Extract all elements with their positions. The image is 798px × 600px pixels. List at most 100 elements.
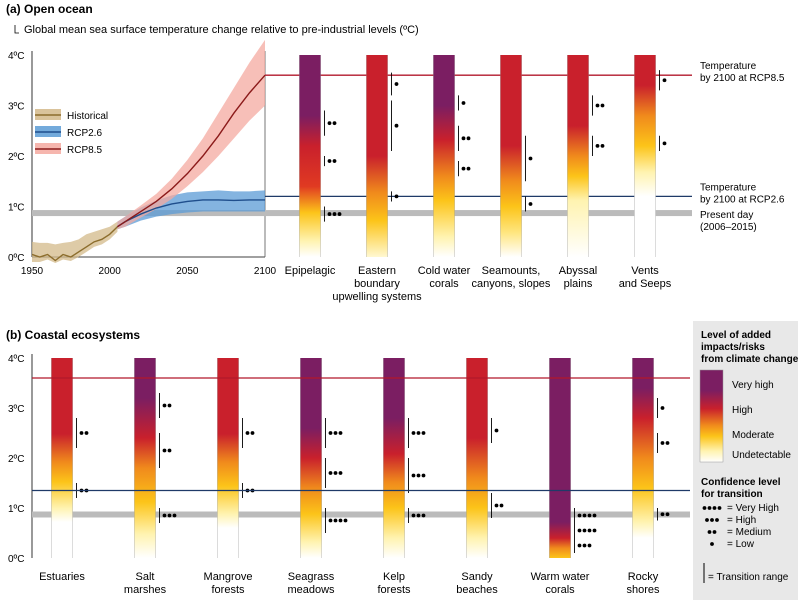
- line-rcp8-5: [117, 74, 266, 228]
- confidence-dot: [600, 144, 605, 148]
- confidence-dot: [665, 512, 670, 517]
- legend-impact-title-2: impacts/risks: [701, 342, 765, 353]
- confidence-dot: [337, 212, 342, 216]
- confidence-dot: [665, 441, 670, 445]
- legend-confidence-label: = Medium: [727, 527, 771, 538]
- confidence-dot: [660, 406, 665, 410]
- confidence-dot: [416, 431, 421, 435]
- risk-bar-vents-and-seeps: [634, 55, 656, 257]
- ecosystem-label-vents-and-seeps: Vents: [631, 265, 659, 277]
- ecosystem-label-sandy-beaches: Sandy: [461, 571, 493, 583]
- confidence-dot: [411, 431, 416, 435]
- risk-bar-mangrove-forests: [217, 358, 239, 558]
- ecosystem-label-seamounts-canyons-slopes: canyons, slopes: [472, 278, 551, 290]
- confidence-dot: [595, 144, 600, 148]
- legend-transition-range-label: = Transition range: [708, 572, 789, 583]
- confidence-dot: [595, 103, 600, 108]
- panel-open-ocean: 0ºC 1ºC 2ºC 3ºC 4ºC 1950 2000 2050 2100 Temperatu…: [8, 39, 785, 303]
- ecosystem-label-salt-marshes: marshes: [124, 584, 167, 596]
- confidence-dot: [499, 503, 504, 508]
- y-tick-label: 1ºC: [8, 504, 24, 515]
- risk-bar-warm-water-corals: [549, 358, 571, 558]
- ecosystem-label-abyssal-plains: plains: [564, 278, 593, 290]
- confidence-dot: [660, 512, 665, 517]
- confidence-dot: [421, 431, 426, 435]
- legend-confidence-dot: [707, 530, 712, 534]
- risk-bar-cold-water-corals: [433, 55, 455, 257]
- legend-confidence-dot: [707, 506, 712, 510]
- confidence-dot: [494, 503, 499, 508]
- y-tick-label: 4ºC: [8, 354, 24, 365]
- legend-label-rcp8-5: RCP8.5: [67, 145, 102, 156]
- legend-confidence-label: = Very High: [727, 503, 779, 514]
- x-tick-label: 2100: [254, 266, 277, 277]
- band-historical: [32, 221, 118, 264]
- confidence-dot: [250, 431, 255, 435]
- confidence-dot: [600, 103, 605, 108]
- legend-confidence-dot: [712, 506, 717, 510]
- ref-label-present-day: (2006–2015): [700, 222, 757, 233]
- legend-confidence-dot: [710, 542, 714, 546]
- legend-confidence-dot: [712, 530, 717, 534]
- confidence-dot: [411, 473, 416, 478]
- y-tick-label: 1ºC: [8, 203, 24, 214]
- legend-confidence-label: = Low: [727, 539, 755, 550]
- legend-level-high: High: [732, 405, 753, 416]
- y-tick-label: 3ºC: [8, 404, 24, 415]
- ref-label-rcp8-5: by 2100 at RCP8.5: [700, 73, 785, 84]
- confidence-dot: [338, 431, 343, 435]
- confidence-dot: [333, 471, 338, 475]
- legend-level-moderate: Moderate: [732, 430, 775, 441]
- confidence-dot: [461, 136, 466, 141]
- risk-bar-estuaries: [51, 358, 73, 558]
- confidence-dot: [416, 473, 421, 478]
- confidence-dot: [416, 513, 421, 518]
- confidence-dot: [421, 473, 426, 478]
- legend-confidence-dot: [702, 506, 707, 510]
- confidence-dot: [328, 431, 333, 435]
- confidence-dot: [338, 471, 343, 475]
- confidence-dot: [582, 528, 587, 533]
- confidence-dot: [162, 448, 167, 453]
- ecosystem-label-estuaries: Estuaries: [39, 571, 85, 583]
- present-day-band: [32, 511, 690, 518]
- confidence-dot: [466, 136, 471, 141]
- confidence-dot: [328, 518, 333, 523]
- confidence-dot: [421, 513, 426, 518]
- risk-bar-sandy-beaches: [466, 358, 488, 558]
- legend-confidence-items: = Very High= High= Medium= Low: [702, 503, 779, 550]
- risk-bar-kelp-forests: [383, 358, 405, 558]
- confidence-dot: [587, 528, 592, 533]
- legend-panel: Level of added impacts/risks from climat…: [693, 321, 798, 600]
- confidence-dot: [162, 513, 167, 518]
- ecosystem-label-rocky-shores: Rocky: [628, 571, 659, 583]
- panel-b-title: (b) Coastal ecosystems: [6, 328, 140, 342]
- legend-level-undetectable: Undetectable: [732, 450, 791, 461]
- confidence-dot: [587, 543, 592, 548]
- legend-confidence-label: = High: [727, 515, 756, 526]
- ecosystem-label-eastern-boundary-upwelling-systems: boundary: [354, 278, 400, 290]
- confidence-dot: [592, 528, 597, 533]
- ecosystem-label-seagrass-meadows: Seagrass: [288, 571, 335, 583]
- present-day-band: [32, 210, 692, 217]
- risk-bar-rocky-shores: [632, 358, 654, 558]
- legend-impact-colorbar: [699, 369, 724, 463]
- ecosystem-label-kelp-forests: forests: [377, 584, 411, 596]
- y-tick-label: 0ºC: [8, 554, 24, 565]
- ecosystem-label-mangrove-forests: Mangrove: [204, 571, 253, 583]
- confidence-dot: [662, 141, 667, 146]
- confidence-dot: [327, 121, 332, 126]
- confidence-dot: [394, 82, 399, 86]
- line-rcp2-6: [117, 199, 265, 228]
- confidence-dot: [333, 518, 338, 523]
- ref-label-rcp8-5: Temperature: [700, 61, 757, 72]
- y-tick-label: 0ºC: [8, 253, 24, 264]
- ecosystem-label-rocky-shores: shores: [626, 584, 660, 596]
- risk-bar-seamounts-canyons-slopes: [500, 55, 522, 257]
- y-tick-label: 3ºC: [8, 102, 24, 113]
- confidence-dot: [411, 513, 416, 518]
- confidence-dot: [167, 403, 172, 408]
- confidence-dot: [343, 518, 348, 523]
- ecosystem-label-warm-water-corals: Warm water: [531, 571, 590, 583]
